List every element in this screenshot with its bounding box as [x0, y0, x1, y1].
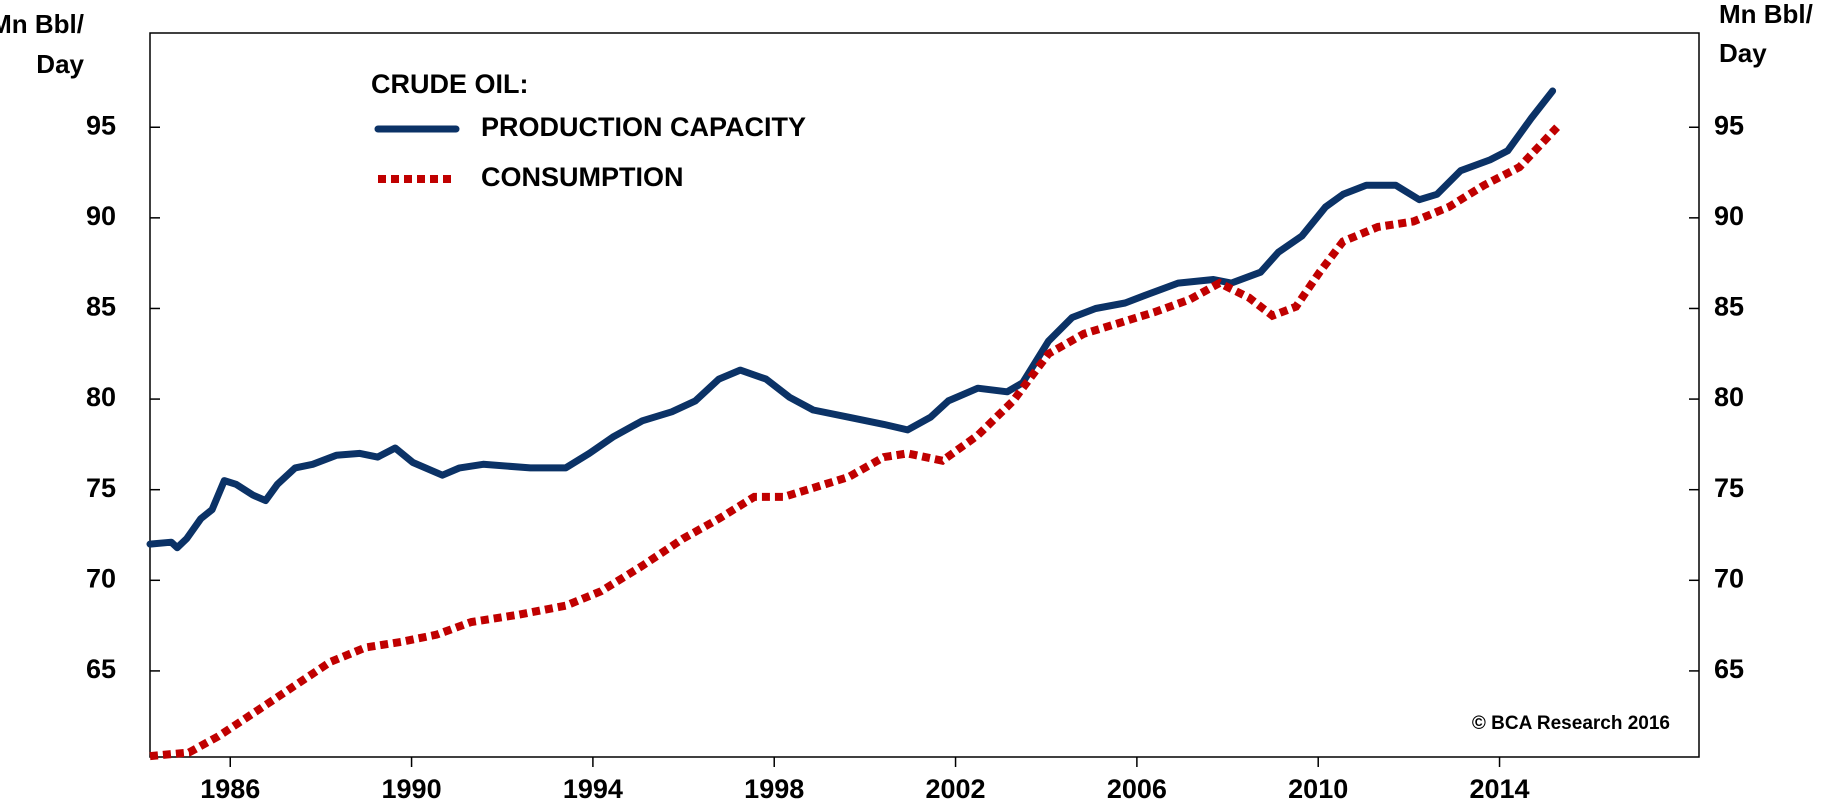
y2-tick-label: 65 [1714, 654, 1744, 684]
y-axis-label: Mn Bbl/ [0, 9, 84, 39]
y2-axis-label: Day [1719, 38, 1767, 68]
series-line [146, 87, 1557, 552]
plot-frame [149, 32, 1700, 758]
y-tick-label: 70 [86, 563, 116, 593]
x-tick-label: 1990 [382, 774, 442, 804]
y-axis-label: Day [36, 49, 84, 79]
y-tick-label: 75 [86, 473, 116, 503]
series-line [149, 124, 1561, 761]
x-tick-label: 1998 [744, 774, 804, 804]
y-tick-label: 90 [86, 201, 116, 231]
y2-tick-label: 70 [1714, 563, 1744, 593]
x-tick-label: 2010 [1288, 774, 1348, 804]
legend-title: CRUDE OIL: [371, 69, 529, 99]
copyright: © BCA Research 2016 [1472, 713, 1670, 734]
y2-tick-label: 85 [1714, 292, 1744, 322]
y2-tick-label: 80 [1714, 382, 1744, 412]
legend-label: CONSUMPTION [481, 162, 684, 192]
x-tick-label: 2014 [1469, 774, 1529, 804]
y2-tick-label: 95 [1714, 110, 1744, 140]
x-tick-label: 2006 [1107, 774, 1167, 804]
x-tick-label: 1986 [200, 774, 260, 804]
y2-tick-label: 90 [1714, 201, 1744, 231]
y2-tick-label: 75 [1714, 473, 1744, 503]
y-tick-label: 85 [86, 292, 116, 322]
x-tick-label: 1994 [563, 774, 623, 804]
y-tick-label: 65 [86, 654, 116, 684]
y2-axis-label: Mn Bbl/ [1719, 0, 1813, 29]
y-tick-label: 95 [86, 110, 116, 140]
legend-label: PRODUCTION CAPACITY [481, 112, 806, 142]
y-tick-label: 80 [86, 382, 116, 412]
x-tick-label: 2002 [926, 774, 986, 804]
